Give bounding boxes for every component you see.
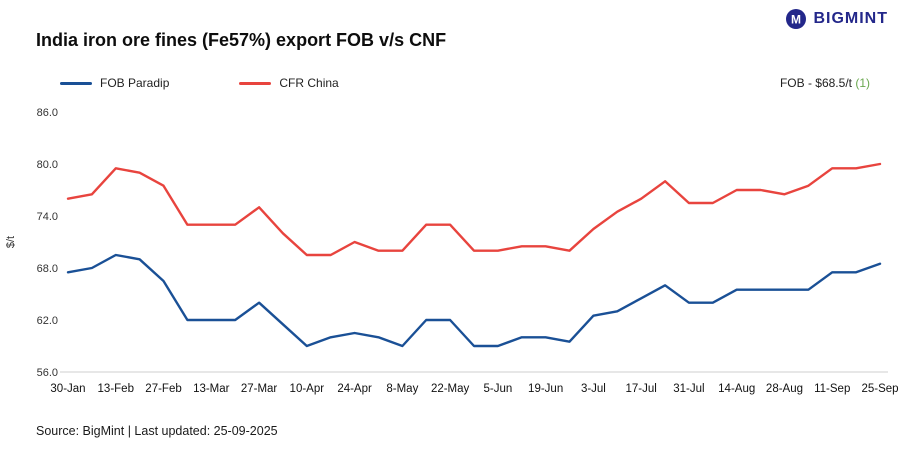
y-tick-label: 56.0 <box>37 367 58 379</box>
x-tick-label: 10-Apr <box>290 383 325 395</box>
line-chart-svg: 86.0 80.0 74.0 68.0 62.0 56.0 $/t 30-Jan 13-Feb 2… <box>5 107 899 395</box>
x-tick-label: 5-Jun <box>483 383 512 395</box>
chart-title: India iron ore fines (Fe57%) export FOB … <box>36 30 447 50</box>
y-tick-label: 80.0 <box>37 159 58 171</box>
legend-swatch-cfr <box>239 81 272 85</box>
bigmint-logo: M BIGMINT <box>785 8 888 30</box>
x-tick-label: 17-Jul <box>626 383 657 395</box>
x-tick-label: 28-Aug <box>766 383 803 395</box>
y-tick-label: 68.0 <box>37 263 58 275</box>
legend-label-fob: FOB Paradip <box>100 76 170 90</box>
y-tick-label: 62.0 <box>37 315 58 327</box>
line-chart: 86.0 80.0 74.0 68.0 62.0 56.0 $/t 30-Jan 13-Feb 2… <box>0 96 908 413</box>
x-tick-label: 14-Aug <box>718 383 755 395</box>
x-tick-label: 24-Apr <box>337 383 372 395</box>
y-axis-label: $/t <box>5 236 17 248</box>
price-annotation-text: FOB - $68.5/t <box>779 76 856 90</box>
legend-label-cfr: CFR China <box>279 76 339 90</box>
legend-item-cfr-china[interactable]: CFR China <box>239 76 339 90</box>
x-tick-label: 13-Mar <box>193 383 230 395</box>
x-tick-label: 22-May <box>431 383 470 395</box>
bigmint-logo-text: BIGMINT <box>813 10 888 27</box>
legend-row: FOB Paradip CFR China FOB - $68.5/t (1) <box>60 76 870 90</box>
x-tick-label: 13-Feb <box>98 383 134 395</box>
x-tick-label: 3-Jul <box>581 383 606 395</box>
bigmint-logo-icon: M <box>786 9 807 29</box>
x-tick-label: 11-Sep <box>814 383 850 395</box>
x-tick-label: 27-Feb <box>145 383 181 395</box>
legend-items: FOB Paradip CFR China <box>60 76 339 90</box>
legend-item-fob-paradip[interactable]: FOB Paradip <box>60 76 169 90</box>
series-line-cfr-china <box>66 162 882 257</box>
y-tick-label: 86.0 <box>37 107 58 119</box>
price-annotation: FOB - $68.5/t (1) <box>780 76 870 90</box>
x-tick-label: 31-Jul <box>673 383 704 395</box>
series-line-fob-paradip <box>66 253 882 348</box>
svg-text:M: M <box>791 13 801 27</box>
x-tick-label: 8-May <box>386 383 418 395</box>
source-footer: Source: BigMint | Last updated: 25-09-20… <box>36 424 278 438</box>
price-annotation-change: (1) <box>855 76 870 90</box>
x-tick-label: 19-Jun <box>528 383 563 395</box>
x-tick-label: 25-Sep <box>861 383 898 395</box>
y-tick-label: 74.0 <box>37 211 58 223</box>
x-tick-label: 30-Jan <box>50 383 85 395</box>
legend-swatch-fob <box>60 81 92 85</box>
x-tick-label: 27-Mar <box>241 383 278 395</box>
